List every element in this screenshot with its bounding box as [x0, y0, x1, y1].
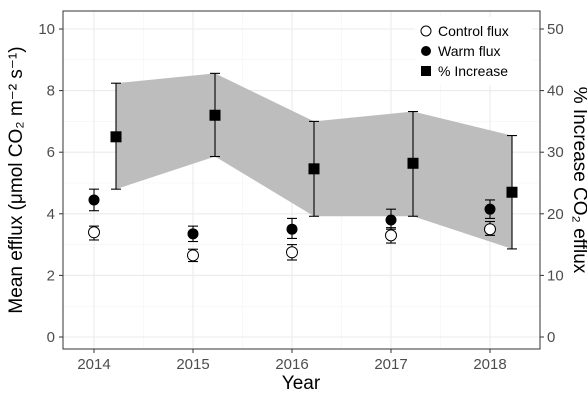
control-flux-point — [286, 246, 298, 259]
y-right-tick-label: 50 — [547, 21, 564, 38]
percent-increase-point — [407, 157, 419, 169]
y-right-tick-label: 0 — [547, 329, 555, 346]
legend-background — [415, 17, 532, 85]
x-tick-label: 2014 — [77, 356, 110, 373]
y-left-tick-label: 10 — [38, 21, 55, 38]
percent-increase-point — [209, 109, 221, 121]
legend-key-warm-flux — [421, 46, 431, 56]
warm-flux-point — [187, 228, 199, 240]
x-axis-title: Year — [282, 373, 321, 394]
y-right-tick-label: 40 — [547, 83, 564, 100]
y-right-tick-label: 10 — [547, 267, 564, 284]
control-flux-point — [385, 229, 397, 242]
percent-increase-point — [506, 186, 518, 198]
x-tick-label: 2016 — [275, 356, 308, 373]
y-axis-right-title: % Increase CO₂ efflux — [569, 87, 587, 274]
warm-flux-point — [484, 203, 496, 215]
legend-key-control-flux — [420, 25, 432, 37]
control-flux-point — [484, 223, 496, 236]
y-right-tick-label: 30 — [547, 144, 564, 161]
y-left-tick-label: 0 — [47, 329, 55, 346]
warm-flux-point — [385, 214, 397, 226]
x-tick-label: 2018 — [473, 356, 506, 373]
warm-flux-point — [88, 194, 100, 206]
legend: Control flux Warm flux % Increase — [415, 17, 532, 85]
x-tick-label: 2017 — [374, 356, 407, 373]
percent-increase-point — [308, 163, 320, 175]
y-left-tick-label: 2 — [47, 267, 55, 284]
legend-key-percent-increase — [421, 66, 431, 76]
y-left-tick-label: 6 — [47, 144, 55, 161]
axis-ticks: 0 2 4 6 8 10 0 10 20 30 40 50 2014 2015 2016 2017 2018 — [38, 21, 563, 373]
plot-panel-border — [62, 10, 541, 350]
control-flux-point — [187, 249, 199, 262]
y-axis-left-title: Mean efflux (μmol CO₂ m⁻² s⁻¹) — [6, 46, 27, 313]
control-flux-point — [88, 226, 100, 239]
legend-label: % Increase — [438, 63, 508, 79]
x-tick-label: 2015 — [176, 356, 209, 373]
data-markers — [88, 109, 518, 262]
warm-flux-point — [286, 223, 298, 235]
y-right-tick-label: 20 — [547, 206, 564, 223]
legend-label: Warm flux — [438, 43, 500, 59]
legend-label: Control flux — [438, 23, 509, 39]
y-left-tick-label: 4 — [47, 206, 55, 223]
y-left-tick-label: 8 — [47, 83, 55, 100]
percent-increase-point — [110, 131, 122, 143]
